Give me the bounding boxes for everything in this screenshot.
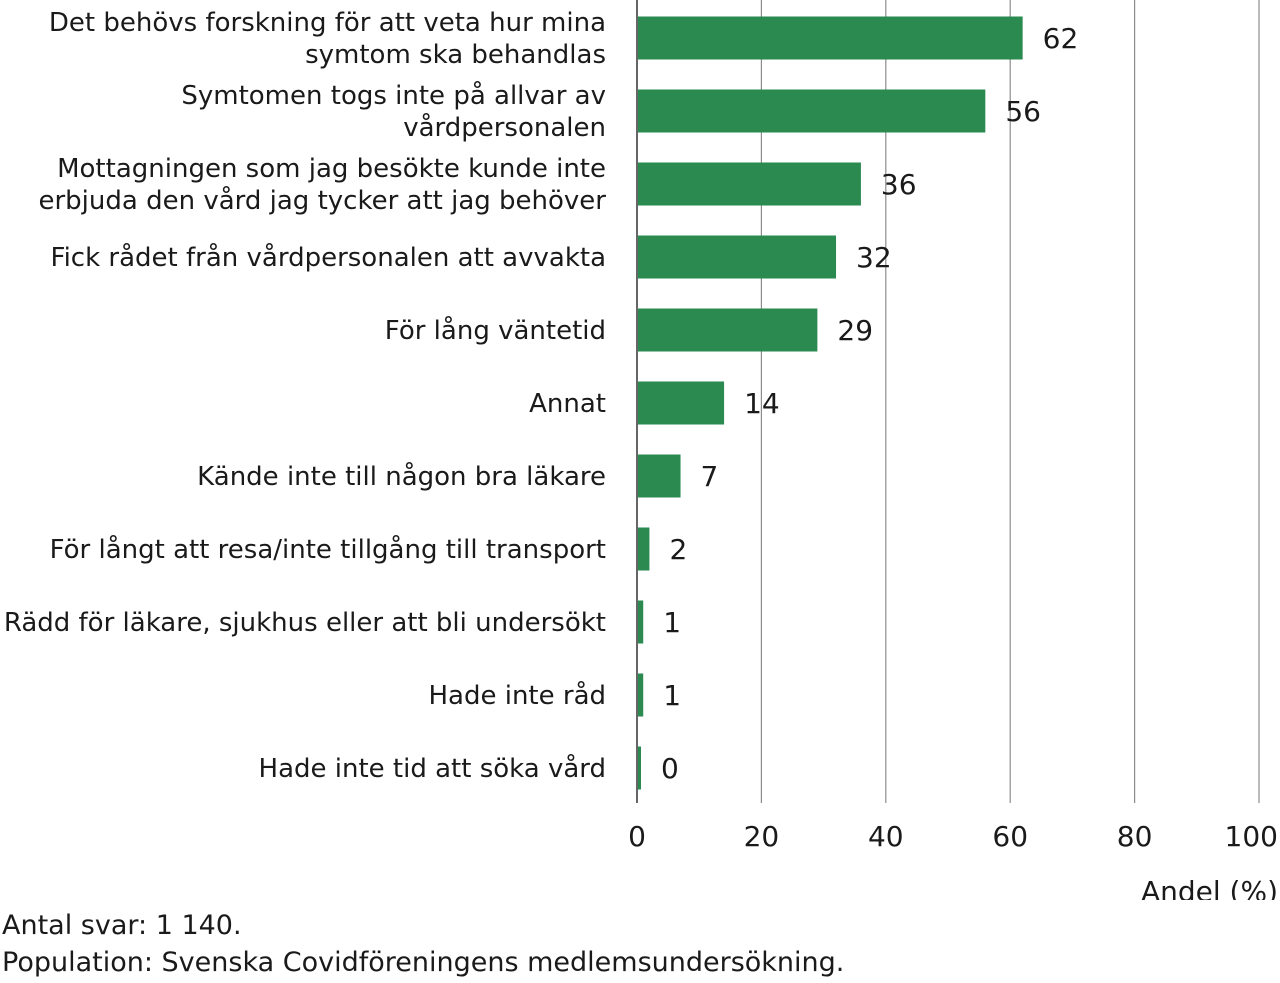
value-label: 1 (663, 679, 681, 712)
footnote-population: Population: Svenska Covidföreningens med… (2, 947, 845, 978)
x-tick-label: 80 (1117, 820, 1153, 853)
value-label: 1 (663, 606, 681, 639)
value-label: 32 (856, 241, 892, 274)
bar (637, 454, 681, 498)
footnote-responses: Antal svar: 1 140. (2, 910, 242, 941)
category-label: För lång väntetid (385, 315, 606, 346)
category-label: För långt att resa/inte tillgång till tr… (50, 534, 606, 565)
category-label: Det behövs forskning för att veta hur mi… (49, 8, 606, 38)
bar (637, 308, 818, 352)
bar (637, 381, 725, 425)
category-labels: Det behövs forskning för att veta hur mi… (4, 8, 606, 784)
bar (637, 746, 641, 790)
bar-chart: Det behövs forskning för att veta hur mi… (4, 0, 1278, 900)
category-label: vårdpersonalen (403, 112, 606, 143)
value-label: 62 (1043, 22, 1079, 55)
bar (637, 527, 650, 571)
category-label: symtom ska behandlas (305, 40, 606, 70)
category-label: Symtomen togs inte på allvar av (181, 80, 606, 111)
x-tick-label: 60 (992, 820, 1028, 853)
value-labels: 62 56 36 32 29 14 7 2 1 1 0 (661, 22, 1078, 785)
value-label: 0 (661, 752, 679, 785)
x-tick-label: 40 (868, 820, 904, 853)
bar (637, 16, 1023, 60)
bar (637, 89, 986, 133)
value-label: 2 (669, 533, 687, 566)
category-label: Fick rådet från vårdpersonalen att avvak… (51, 242, 606, 273)
value-label: 29 (837, 314, 873, 347)
bar (637, 162, 861, 206)
bar (637, 673, 644, 717)
value-label: 56 (1005, 95, 1041, 128)
value-label: 14 (744, 387, 780, 420)
value-label: 36 (881, 168, 917, 201)
x-axis-title: Andel (%) (1141, 875, 1278, 900)
category-label: erbjuda den vård jag tycker att jag behö… (38, 185, 606, 216)
x-tick-label: 0 (628, 820, 646, 853)
bars (637, 16, 1023, 790)
category-label: Kände inte till någon bra läkare (197, 461, 606, 492)
gridlines (760, 0, 1260, 803)
bar (637, 600, 644, 644)
category-label: Hade inte tid att söka vård (259, 753, 606, 784)
x-tick-labels: 0 20 40 60 80 100 (628, 820, 1278, 853)
bar (637, 235, 837, 279)
value-label: 7 (701, 460, 719, 493)
category-label: Hade inte råd (428, 680, 606, 711)
category-label: Annat (529, 389, 606, 419)
x-tick-label: 20 (744, 820, 780, 853)
category-label: Mottagningen som jag besökte kunde inte (57, 154, 606, 184)
x-tick-label: 100 (1225, 820, 1278, 853)
category-label: Rädd för läkare, sjukhus eller att bli u… (4, 608, 606, 638)
